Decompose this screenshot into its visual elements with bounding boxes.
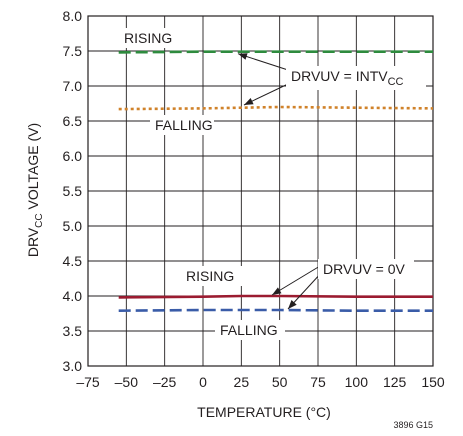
- x-tick-label-6: 75: [310, 374, 326, 390]
- y-tick-label-0: 3.0: [63, 358, 83, 374]
- label-rising-top: RISING: [124, 30, 172, 46]
- y-tick-label-5: 5.5: [63, 183, 83, 199]
- x-tick-label-8: 125: [383, 374, 407, 390]
- label-rising-bottom: RISING: [186, 268, 234, 284]
- figure-code: 3896 G15: [393, 420, 433, 430]
- label-bg-falling-bottom: [215, 320, 285, 340]
- y-tick-label-10: 8.0: [63, 8, 83, 24]
- x-tick-label-3: 0: [199, 374, 207, 390]
- label-bg-rising-top: [117, 28, 185, 48]
- leader-top-falling-arrow: [244, 98, 254, 105]
- label-bg-rising-bottom: [180, 266, 246, 286]
- label-falling-bottom: FALLING: [220, 322, 278, 338]
- y-tick-label-9: 7.5: [63, 43, 83, 59]
- leader-bottom-rising-arrow: [272, 287, 282, 295]
- plot-frame: [87, 15, 434, 367]
- y-tick-label-2: 4.0: [63, 288, 83, 304]
- y-axis-title-sub: CC: [34, 213, 45, 227]
- y-tick-label-4: 5.0: [63, 218, 83, 234]
- y-axis-title-main: DRV: [25, 227, 41, 257]
- x-tick-label-9: 150: [421, 374, 445, 390]
- y-tick-label-7: 6.5: [63, 113, 83, 129]
- x-tick-label-7: 100: [345, 374, 369, 390]
- x-tick-label-2: –25: [153, 374, 177, 390]
- label-falling-top: FALLING: [155, 117, 213, 133]
- x-tick-label-4: 25: [234, 374, 250, 390]
- y-tick-label-8: 7.0: [63, 78, 83, 94]
- x-tick-labels: –75 –50 –25 0 25 50 75 100 125 150: [76, 374, 445, 390]
- y-tick-label-6: 6.0: [63, 148, 83, 164]
- label-drvuv-top: DRVUV = INTVCC: [291, 68, 404, 88]
- leader-top-rising-arrow: [238, 53, 248, 60]
- series-line-0: [118, 50, 433, 54]
- series-line-3: [118, 308, 433, 313]
- x-axis-title: TEMPERATURE (°C): [197, 404, 331, 420]
- x-tick-label-5: 50: [272, 374, 288, 390]
- leader-lines: [237, 53, 323, 310]
- series-line-1: [118, 105, 434, 111]
- y-tick-label-1: 3.5: [63, 323, 83, 339]
- leader-bottom-rising-line: [271, 265, 321, 296]
- x-tick-label-0: –75: [76, 374, 100, 390]
- y-axis-title: DRVCC VOLTAGE (V): [25, 123, 45, 257]
- leader-bottom-falling-arrow: [288, 300, 297, 309]
- label-drvuv-top-sub: CC: [388, 76, 404, 88]
- label-bg-drvuv-bottom: [318, 259, 414, 279]
- x-tick-label-1: –50: [115, 374, 139, 390]
- y-axis-title-rest: VOLTAGE (V): [25, 123, 41, 214]
- y-tick-label-3: 4.5: [63, 253, 83, 269]
- series-group: [118, 50, 434, 313]
- series-line-2: [118, 294, 433, 299]
- y-tick-labels: 3.0 3.5 4.0 4.5 5.0 5.5 6.0 6.5 7.0 7.5 8.0: [63, 8, 83, 374]
- label-bg-falling-top: [150, 115, 214, 135]
- label-drvuv-bottom: DRVUV = 0V: [323, 261, 405, 277]
- label-bg-drvuv-top: [286, 66, 426, 90]
- label-drvuv-top-main: DRVUV = INTV: [291, 68, 388, 84]
